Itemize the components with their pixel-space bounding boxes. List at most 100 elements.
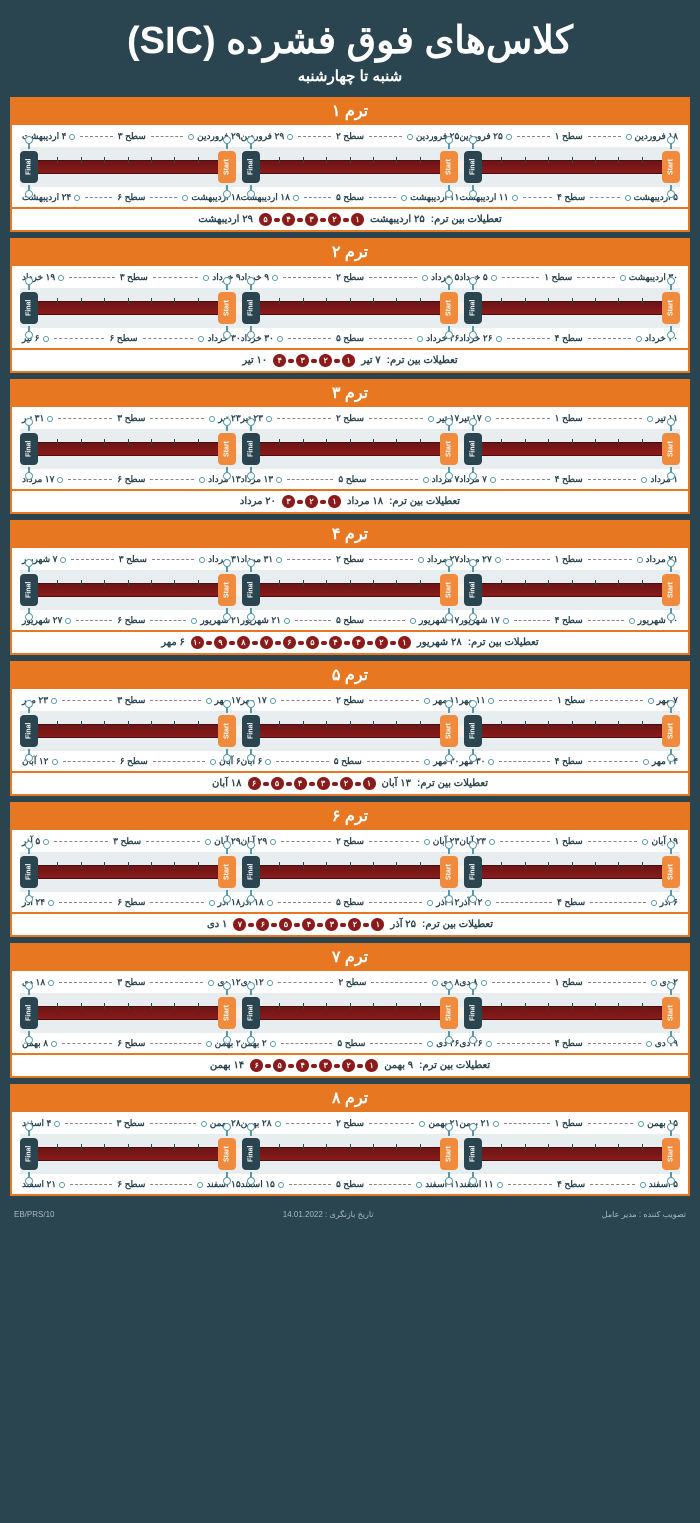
pin-icon bbox=[472, 141, 474, 149]
level-text: سطح ۲ bbox=[336, 554, 364, 565]
timeline-bars: StartFinalStartFinalStartFinal bbox=[20, 1132, 680, 1176]
holiday-day-pill: ۳ bbox=[325, 918, 338, 931]
tick bbox=[525, 298, 526, 304]
pin-dot-icon bbox=[642, 839, 648, 845]
final-cap: Final bbox=[464, 151, 482, 183]
tick bbox=[174, 862, 175, 868]
label-cell: ۱ مردادسطح ۴۷ مرداد bbox=[459, 474, 678, 485]
final-cap: Final bbox=[20, 1138, 38, 1170]
level-text: سطح ۴ bbox=[555, 615, 583, 626]
tick bbox=[104, 157, 105, 163]
pin-icon bbox=[250, 326, 252, 334]
pin-icon bbox=[226, 846, 228, 854]
dash-line bbox=[298, 136, 331, 137]
holiday-day-pill: ۵ bbox=[306, 636, 319, 649]
pin-icon bbox=[28, 1172, 30, 1180]
pin-icon bbox=[28, 890, 30, 898]
pin-dot-icon bbox=[419, 1121, 425, 1127]
pill-connector bbox=[311, 359, 317, 363]
footer: تصویب کننده : مدیر عامل تاریخ بازنگری : … bbox=[10, 1202, 690, 1229]
dash-line bbox=[517, 136, 550, 137]
start-cap: Start bbox=[440, 856, 458, 888]
level-text: سطح ۴ bbox=[555, 756, 583, 767]
pin-icon bbox=[250, 1172, 252, 1180]
pin-icon bbox=[670, 282, 672, 290]
level-text: سطح ۳ bbox=[117, 413, 145, 424]
dash-line bbox=[369, 418, 423, 419]
label-cell: ۱۸ آذرسطح ۶۲۴ آذر bbox=[22, 897, 241, 908]
pin-icon bbox=[448, 987, 450, 995]
pin-dot-icon bbox=[199, 557, 205, 563]
pin-dot-icon bbox=[424, 839, 430, 845]
dash-line bbox=[492, 982, 550, 983]
pill-connector bbox=[248, 923, 254, 927]
pin-dot-icon bbox=[489, 839, 495, 845]
final-cap: Final bbox=[20, 433, 38, 465]
dash-line bbox=[369, 197, 396, 198]
pin-dot-icon bbox=[428, 416, 434, 422]
level-text: سطح ۵ bbox=[336, 615, 364, 626]
level-text: سطح ۳ bbox=[120, 272, 148, 283]
holiday-row: تعطیلات بین ترم:۱۳ آبان۱۲۳۴۵۶۱۸ آبان bbox=[10, 773, 690, 796]
level-text: سطح ۱ bbox=[544, 272, 572, 283]
label-cell: ۱۱ مهرسطح ۲۱۷ مهر bbox=[241, 695, 460, 706]
label-cell: ۱۲ آذرسطح ۵۱۸ آذر bbox=[241, 897, 460, 908]
segment: StartFinal bbox=[20, 568, 236, 612]
dash-line bbox=[71, 559, 113, 560]
holiday-day-pill: ۱۰ bbox=[191, 636, 204, 649]
tick bbox=[525, 580, 526, 586]
tick bbox=[279, 439, 280, 445]
tick bbox=[128, 580, 129, 586]
pill-connector bbox=[252, 641, 258, 645]
ticks bbox=[256, 862, 444, 882]
pin-icon bbox=[448, 185, 450, 193]
pin-dot-icon bbox=[640, 1182, 646, 1188]
holiday-start: ۱۳ آبان bbox=[382, 778, 411, 789]
holiday-pills: ۱۲۳۴۵۶۷ bbox=[233, 918, 384, 931]
tick bbox=[618, 1003, 619, 1009]
label-cell: ۲ بهمنسطح ۶۸ بهمن bbox=[22, 1038, 241, 1049]
timeline-bars: StartFinalStartFinalStartFinal bbox=[20, 427, 680, 471]
label-row: ۱۱ تیرسطح ۱۱۷ تیر۱۷ تیرسطح ۲۲۳ تیر۲۳ تیر… bbox=[20, 413, 680, 424]
dash-line bbox=[54, 338, 105, 339]
tick bbox=[548, 1003, 549, 1009]
label-cell: ۱۵ بهمنسطح ۱۲۱ بهمن bbox=[459, 1118, 678, 1129]
segment: StartFinal bbox=[242, 991, 458, 1035]
holiday-label: تعطیلات بین ترم: bbox=[422, 919, 493, 930]
ticks bbox=[478, 298, 666, 318]
tick bbox=[279, 157, 280, 163]
date-text: ۱۸ اردیبهشت bbox=[191, 192, 240, 203]
segment: StartFinal bbox=[20, 991, 236, 1035]
label-row: ۱۹ دیسطح ۴۲۶ دی۲۶ دیسطح ۵۲ بهمن۲ بهمنسطح… bbox=[20, 1038, 680, 1049]
holiday-start: ۷ تیر bbox=[361, 355, 380, 366]
final-cap: Final bbox=[464, 997, 482, 1029]
label-row: ۱۹ آبانسطح ۱۲۳ آبان۲۳ آبانسطح ۲۲۹ آبان۲۹… bbox=[20, 836, 680, 847]
ticks bbox=[34, 1003, 222, 1023]
final-cap: Final bbox=[20, 574, 38, 606]
label-cell: ۲۶ دیسطح ۵۲ بهمن bbox=[241, 1038, 460, 1049]
holiday-day-pill: ۲ bbox=[375, 636, 388, 649]
tick bbox=[420, 721, 421, 727]
segment: StartFinal bbox=[242, 286, 458, 330]
tick bbox=[198, 1144, 199, 1150]
dash-line bbox=[304, 197, 331, 198]
holiday-day-pill: ۱ bbox=[363, 777, 376, 790]
label-cell: ۲۳ تیرسطح ۳۳۱ تیر bbox=[22, 413, 241, 424]
label-row: ۷ مهرسطح ۱۱۱ مهر۱۱ مهرسطح ۲۱۷ مهر۱۷ مهرس… bbox=[20, 695, 680, 706]
pin-dot-icon bbox=[423, 477, 429, 483]
ticks bbox=[256, 157, 444, 177]
label-cell: ۲۶ خردادسطح ۵۳۰ خرداد bbox=[241, 333, 460, 344]
final-cap: Final bbox=[20, 151, 38, 183]
tick bbox=[548, 862, 549, 868]
tick bbox=[350, 580, 351, 586]
tick bbox=[501, 1003, 502, 1009]
pin-icon bbox=[670, 1031, 672, 1039]
term-block: ترم ۳۱۱ تیرسطح ۱۱۷ تیر۱۷ تیرسطح ۲۲۳ تیر۲… bbox=[10, 379, 690, 514]
pin-icon bbox=[448, 608, 450, 616]
tick bbox=[326, 1144, 327, 1150]
pill-connector bbox=[288, 359, 294, 363]
holiday-row: تعطیلات بین ترم:۲۸ شهریور۱۲۳۴۵۶۷۸۹۱۰۶ مه… bbox=[10, 632, 690, 655]
holiday-day-pill: ۴ bbox=[329, 636, 342, 649]
timeline-area: ۱۹ آبانسطح ۱۲۳ آبان۲۳ آبانسطح ۲۲۹ آبان۲۹… bbox=[10, 830, 690, 914]
start-cap: Start bbox=[440, 715, 458, 747]
